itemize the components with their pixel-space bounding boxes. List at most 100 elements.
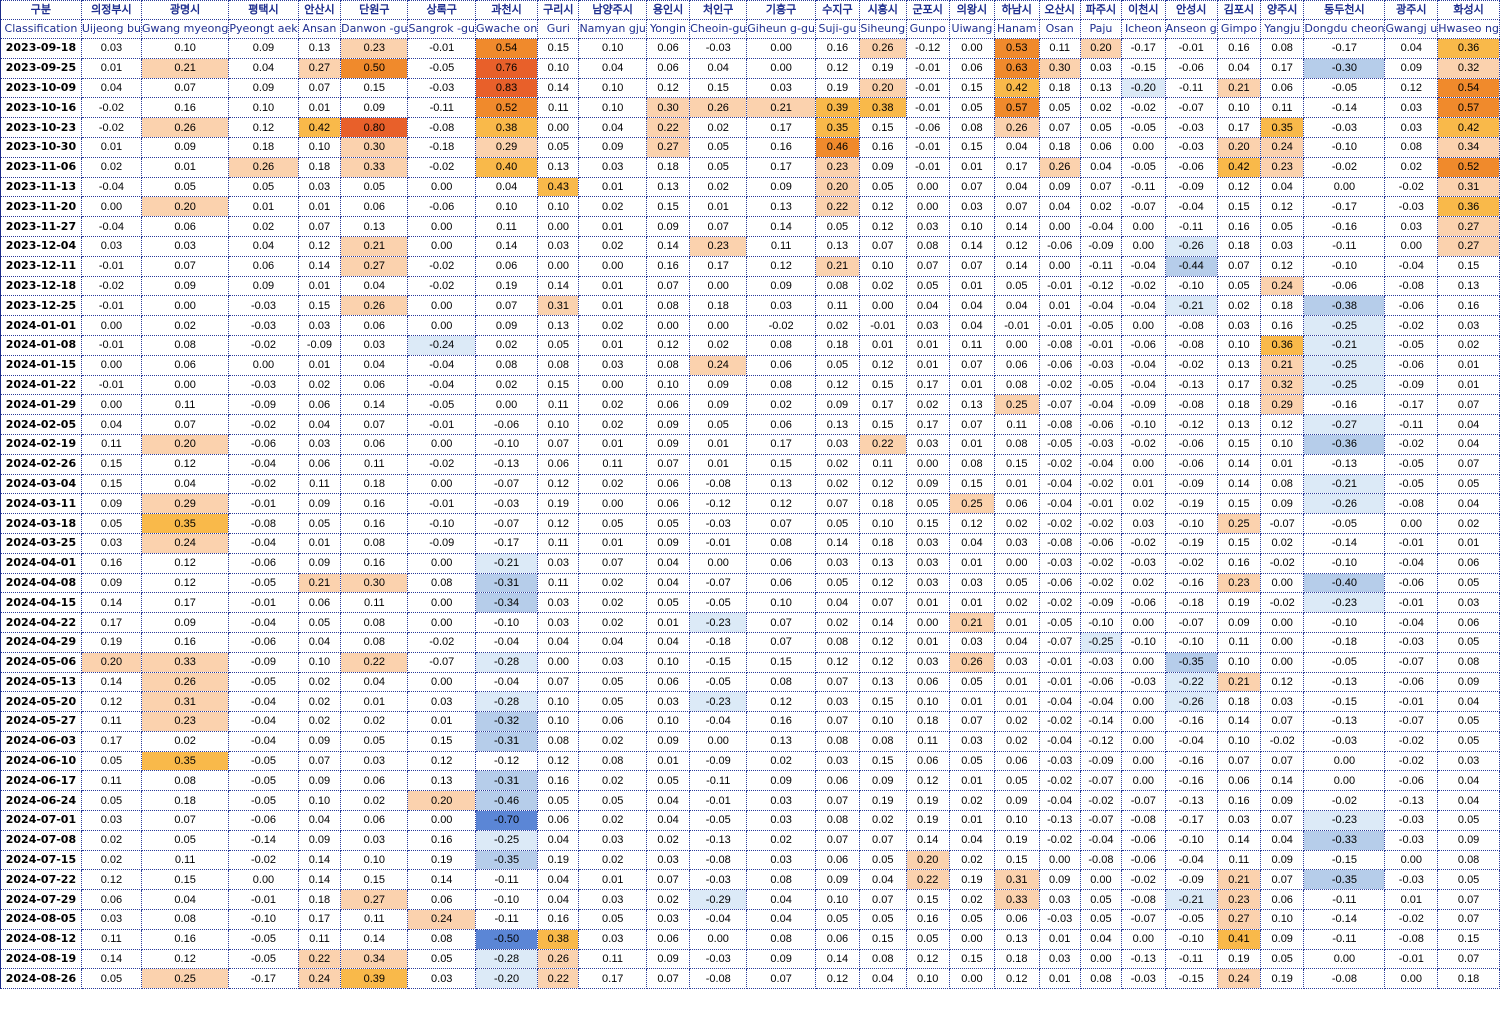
value-cell[interactable]: 0.06 — [746, 414, 816, 435]
value-cell[interactable]: 0.01 — [689, 453, 748, 475]
value-cell[interactable]: 0.22 — [297, 948, 342, 970]
value-cell[interactable]: 0.17 — [746, 433, 816, 455]
value-cell[interactable]: -0.04 — [228, 691, 299, 713]
value-cell[interactable]: 0.16 — [859, 136, 907, 158]
value-cell[interactable]: 0.13 — [746, 196, 816, 218]
value-cell[interactable]: 0.22 — [645, 117, 691, 138]
value-cell[interactable]: 0.11 — [1216, 631, 1262, 653]
value-cell[interactable]: -0.03 — [228, 295, 299, 317]
value-cell[interactable]: -0.01 — [905, 57, 950, 79]
column-header-en[interactable]: Dongdu cheon — [1303, 19, 1386, 39]
value-cell[interactable]: 0.03 — [905, 315, 950, 336]
value-cell[interactable]: 0.05 — [1079, 889, 1123, 911]
value-cell[interactable]: -0.05 — [1038, 433, 1081, 455]
value-cell[interactable]: 0.24 — [297, 968, 342, 990]
value-cell[interactable]: 0.15 — [859, 117, 907, 138]
value-cell[interactable]: 0.23 — [340, 38, 409, 59]
value-cell[interactable]: -0.18 — [1164, 592, 1218, 614]
value-cell[interactable]: 0.00 — [1384, 849, 1439, 871]
value-cell[interactable]: -0.02 — [1384, 433, 1439, 455]
value-cell[interactable]: 0.13 — [814, 235, 861, 257]
value-cell[interactable]: 0.00 — [1079, 948, 1123, 970]
value-cell[interactable]: -0.01 — [905, 97, 950, 119]
value-cell[interactable]: 0.06 — [297, 592, 342, 614]
value-cell[interactable]: 0.03 — [407, 968, 476, 990]
row-date-cell[interactable]: 2024-08-12 — [0, 928, 82, 950]
value-cell[interactable]: 0.52 — [474, 97, 539, 119]
value-cell[interactable]: 0.05 — [140, 176, 230, 198]
value-cell[interactable]: -0.15 — [1303, 849, 1386, 871]
value-cell[interactable]: 0.04 — [905, 295, 950, 317]
row-date-cell[interactable]: 2024-03-11 — [0, 493, 82, 515]
row-date-cell[interactable]: 2024-05-06 — [0, 651, 82, 673]
value-cell[interactable]: 0.05 — [689, 136, 748, 158]
value-cell[interactable]: 0.03 — [1038, 948, 1081, 970]
value-cell[interactable]: -0.06 — [1079, 414, 1123, 435]
value-cell[interactable]: -0.01 — [905, 77, 950, 99]
value-cell[interactable]: 0.01 — [407, 711, 476, 732]
value-cell[interactable]: 0.31 — [140, 691, 230, 713]
value-cell[interactable]: 0.14 — [297, 869, 342, 891]
value-cell[interactable]: 0.01 — [297, 532, 342, 554]
value-cell[interactable]: -0.07 — [1121, 790, 1166, 812]
value-cell[interactable]: 0.07 — [814, 829, 861, 851]
value-cell[interactable]: 0.02 — [140, 730, 230, 752]
value-cell[interactable]: 0.02 — [80, 849, 142, 871]
value-cell[interactable]: 0.01 — [948, 810, 995, 831]
value-cell[interactable]: -0.02 — [1079, 572, 1123, 594]
value-cell[interactable]: 0.00 — [993, 334, 1040, 356]
column-header-en[interactable]: Ansan — [297, 19, 342, 39]
value-cell[interactable]: 0.42 — [1216, 156, 1262, 178]
value-cell[interactable]: 0.07 — [645, 968, 691, 990]
value-cell[interactable]: 0.01 — [297, 354, 342, 376]
value-cell[interactable]: 0.00 — [537, 255, 580, 277]
value-cell[interactable]: 0.01 — [948, 374, 995, 396]
value-cell[interactable]: 0.10 — [746, 592, 816, 614]
value-cell[interactable]: 0.05 — [578, 671, 647, 693]
value-cell[interactable]: 0.53 — [993, 38, 1040, 59]
value-cell[interactable]: 0.02 — [645, 829, 691, 851]
value-cell[interactable]: 0.05 — [80, 968, 142, 990]
value-cell[interactable]: -0.04 — [474, 631, 539, 653]
value-cell[interactable]: -0.03 — [1079, 433, 1123, 455]
value-cell[interactable]: 0.20 — [814, 176, 861, 198]
value-cell[interactable]: 0.08 — [746, 374, 816, 396]
value-cell[interactable]: 0.16 — [140, 97, 230, 119]
value-cell[interactable]: 0.17 — [80, 612, 142, 633]
value-cell[interactable]: 0.01 — [340, 691, 409, 713]
value-cell[interactable]: 0.00 — [578, 255, 647, 277]
value-cell[interactable]: 0.03 — [407, 691, 476, 713]
value-cell[interactable]: -0.26 — [1164, 235, 1218, 257]
value-cell[interactable]: -0.06 — [905, 117, 950, 138]
value-cell[interactable]: 0.03 — [948, 730, 995, 752]
value-cell[interactable]: 0.05 — [340, 730, 409, 752]
value-cell[interactable]: 0.08 — [1079, 968, 1123, 990]
value-cell[interactable]: 0.02 — [1437, 334, 1500, 356]
value-cell[interactable]: -0.16 — [1164, 750, 1218, 772]
value-cell[interactable]: 0.16 — [645, 255, 691, 277]
value-cell[interactable]: 0.03 — [1038, 889, 1081, 911]
value-cell[interactable]: 0.31 — [993, 869, 1040, 891]
value-cell[interactable]: 0.00 — [407, 315, 476, 336]
value-cell[interactable]: 0.04 — [993, 176, 1040, 198]
value-cell[interactable]: 0.07 — [948, 176, 995, 198]
value-cell[interactable]: 0.07 — [746, 513, 816, 534]
value-cell[interactable]: -0.16 — [1164, 770, 1218, 792]
value-cell[interactable]: -0.04 — [1079, 394, 1123, 416]
value-cell[interactable]: 0.16 — [80, 552, 142, 574]
value-cell[interactable]: 0.17 — [297, 909, 342, 930]
column-header-en[interactable]: Guri — [537, 19, 580, 39]
value-cell[interactable]: 0.15 — [948, 948, 995, 970]
value-cell[interactable]: 0.04 — [1384, 38, 1439, 59]
value-cell[interactable]: 0.00 — [1303, 948, 1386, 970]
value-cell[interactable]: 0.04 — [474, 176, 539, 198]
value-cell[interactable]: 0.29 — [474, 136, 539, 158]
value-cell[interactable]: 0.02 — [948, 790, 995, 812]
value-cell[interactable]: -0.02 — [1038, 711, 1081, 732]
value-cell[interactable]: 0.11 — [1260, 97, 1305, 119]
value-cell[interactable]: 0.08 — [814, 631, 861, 653]
value-cell[interactable]: 0.15 — [689, 77, 748, 99]
value-cell[interactable]: 0.07 — [859, 592, 907, 614]
column-header-kr[interactable]: 의왕시 — [948, 0, 995, 20]
value-cell[interactable]: 0.10 — [905, 691, 950, 713]
